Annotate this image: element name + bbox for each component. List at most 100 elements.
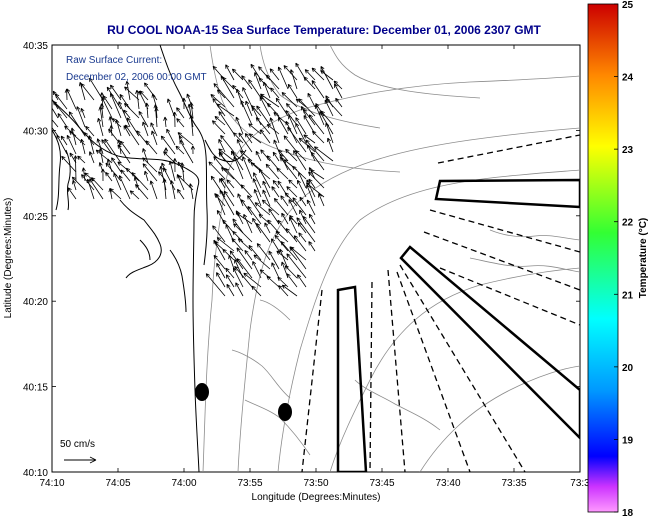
current-vector <box>124 86 140 101</box>
current-vector <box>168 160 176 182</box>
current-vector <box>218 111 235 135</box>
current-vector <box>299 209 307 225</box>
site-marker <box>278 403 292 421</box>
colorbar-tick-label: 22 <box>622 218 634 229</box>
current-vector <box>104 138 122 164</box>
current-vector <box>177 188 185 200</box>
current-vector <box>56 134 68 155</box>
current-vector <box>100 168 106 182</box>
current-vector <box>298 172 307 189</box>
current-vector <box>289 246 307 270</box>
current-vector <box>296 217 316 243</box>
current-vector <box>163 151 176 164</box>
current-vector <box>277 276 289 288</box>
current-vector <box>119 94 131 110</box>
current-vector <box>214 115 226 126</box>
current-vector <box>303 76 316 90</box>
current-vector <box>89 178 104 200</box>
current-vector <box>258 66 271 81</box>
annotation-line-2: December 02, 2006 00:00 GMT <box>66 72 207 83</box>
current-vector <box>213 254 226 270</box>
current-vector <box>266 124 280 135</box>
current-vector <box>220 177 235 198</box>
current-vector <box>172 158 177 173</box>
current-vector <box>150 122 158 137</box>
y-tick-label: 40:20 <box>23 297 48 308</box>
current-vector <box>289 69 298 90</box>
current-vector <box>313 146 334 162</box>
current-vector <box>124 124 140 146</box>
current-vector <box>235 88 244 108</box>
current-vector <box>258 168 271 189</box>
x-tick-label: 73:40 <box>435 478 460 489</box>
current-vector <box>288 114 298 135</box>
scale-arrow-head <box>89 459 97 464</box>
x-axis-label: Longitude (Degrees:Minutes) <box>252 492 381 503</box>
current-vector <box>117 144 131 164</box>
current-vector <box>212 225 226 243</box>
current-vector <box>303 134 316 144</box>
current-vector <box>234 265 253 288</box>
current-vector <box>241 75 253 90</box>
current-vector <box>253 72 262 90</box>
current-vector <box>216 237 235 252</box>
current-vector <box>281 92 298 108</box>
current-vector <box>144 102 150 119</box>
current-vector <box>109 188 122 200</box>
current-vector <box>248 79 262 99</box>
current-vector <box>218 138 226 153</box>
plot-area: 50 cm/s Raw Surface Current: December 02… <box>3 41 590 503</box>
current-vector <box>302 216 316 234</box>
current-vector <box>297 179 307 198</box>
current-vector <box>250 63 262 81</box>
current-vector <box>66 134 77 155</box>
current-vector <box>66 88 77 110</box>
current-vector <box>288 179 298 189</box>
current-vector <box>266 102 280 117</box>
current-vector <box>251 285 262 297</box>
current-vector <box>335 97 343 108</box>
y-axis: 40:35 40:30 40:25 40:20 40:15 40:10 <box>23 41 580 479</box>
current-vector <box>253 172 262 189</box>
current-vector <box>71 176 86 191</box>
current-vector <box>254 202 271 216</box>
scale-arrow-head <box>89 456 97 461</box>
current-vector <box>236 258 253 279</box>
current-vector <box>212 98 226 117</box>
transect-line <box>399 264 526 472</box>
colorbar-tick-label: 24 <box>622 73 634 84</box>
current-vector <box>304 69 316 81</box>
current-vector <box>88 151 95 164</box>
mask-polygon <box>434 178 580 209</box>
current-vector <box>111 157 122 173</box>
current-vector <box>325 98 343 117</box>
current-vector <box>190 145 196 155</box>
current-vector <box>160 135 176 155</box>
current-vector <box>216 272 226 288</box>
y-tick-label: 40:15 <box>23 383 48 394</box>
colorbar-gradient <box>587 3 619 513</box>
current-vector <box>89 77 104 101</box>
current-vector <box>283 135 298 153</box>
current-vector <box>243 213 253 234</box>
current-vector <box>265 163 280 180</box>
current-vector <box>256 105 271 126</box>
current-vector <box>98 106 104 128</box>
x-axis: 74:10 74:05 74:00 73:55 73:50 73:45 73:40 73:35… <box>39 45 590 489</box>
current-vector <box>109 84 122 101</box>
current-vector <box>284 192 298 207</box>
x-tick-label: 74:05 <box>105 478 130 489</box>
current-vector <box>181 97 187 110</box>
current-vector <box>287 126 307 153</box>
current-vector <box>205 273 226 297</box>
current-vector <box>105 162 122 182</box>
current-vector <box>55 93 68 110</box>
current-vector <box>231 238 244 252</box>
current-vector <box>151 130 158 146</box>
scale-label: 50 cm/s <box>60 439 95 450</box>
current-vector <box>67 187 77 200</box>
current-vector <box>298 137 316 153</box>
current-vector <box>266 155 280 171</box>
current-vector <box>163 116 168 128</box>
current-vector <box>218 152 235 171</box>
